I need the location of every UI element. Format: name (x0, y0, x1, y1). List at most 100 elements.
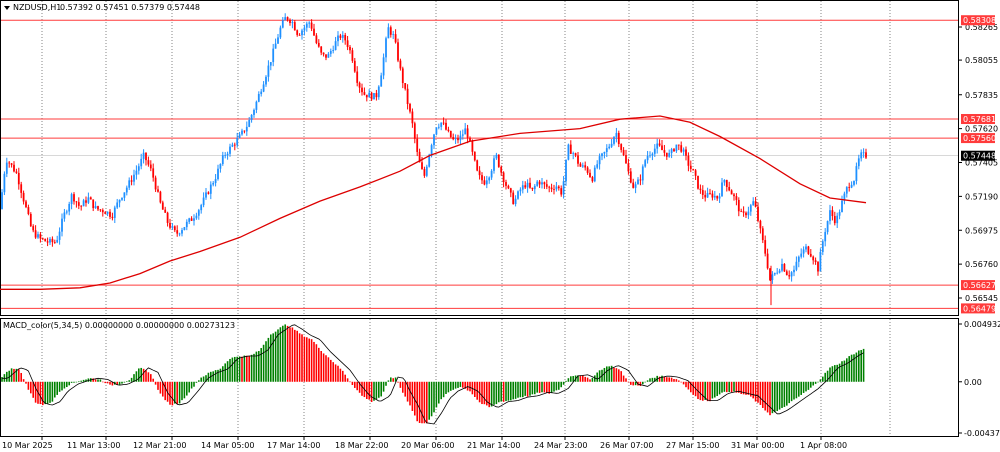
candle-body (231, 144, 234, 147)
candle-body (665, 152, 668, 157)
candle-body (673, 149, 675, 152)
candle-body (829, 210, 831, 222)
candle-body (843, 193, 846, 201)
candle-body (478, 170, 481, 176)
candle-body (368, 92, 371, 98)
macd-bar (788, 381, 790, 404)
macd-bar (138, 368, 140, 382)
macd-bar (409, 381, 411, 406)
candle-body (233, 144, 236, 146)
macd-bar (58, 381, 61, 392)
candle-body (526, 182, 529, 188)
candle-body (495, 154, 498, 159)
candle-body (586, 167, 589, 173)
macd-bar (469, 381, 471, 392)
candle-body (94, 206, 97, 209)
macd-bar (447, 381, 450, 393)
candle-body (329, 51, 332, 54)
macd-bar (78, 381, 80, 383)
candle-body (238, 134, 241, 139)
macd-bar (550, 381, 553, 393)
candle-body (529, 182, 531, 188)
macd-bar (685, 381, 687, 388)
macd-bar (464, 381, 466, 389)
candle-body (598, 156, 601, 165)
candle-body (260, 91, 263, 95)
macd-bar (334, 364, 337, 382)
candle-body (505, 182, 507, 186)
macd-bar (594, 375, 596, 382)
candle-body (337, 35, 339, 42)
macd-bar (711, 381, 714, 399)
candle-body (13, 164, 15, 172)
macd-bar (128, 380, 130, 382)
macd-bar (622, 375, 625, 382)
candle-body (65, 211, 68, 213)
macd-bar (764, 381, 766, 411)
macd-bar (320, 350, 322, 382)
macd-bar (183, 381, 186, 399)
macd-bar (226, 361, 229, 382)
current-price-label: 0.57448 (963, 152, 996, 161)
candle-body (404, 83, 407, 89)
ohlc-readout: 0.57392 0.57451 0.57379 0.57448 (60, 3, 200, 12)
macd-bar (661, 375, 663, 382)
macd-bar (70, 381, 73, 383)
candle-body (358, 82, 361, 88)
candle-body (459, 135, 462, 141)
candle-body (457, 138, 459, 141)
macd-bar (800, 381, 802, 395)
macd-bar (262, 344, 265, 382)
candle-body (605, 148, 608, 152)
candle-body (101, 209, 104, 213)
y-tick-label: 0.56975 (965, 226, 998, 235)
macd-bar (742, 381, 745, 395)
candle-body (75, 201, 78, 203)
candle-body (221, 155, 224, 165)
macd-bar (836, 364, 838, 382)
macd-bar (762, 381, 764, 408)
candle-body (548, 186, 551, 188)
indicator-label: MACD_color(5,34,5) 0.00000000 0.00000000… (3, 321, 235, 330)
candle-body (423, 169, 426, 176)
macd-bar (404, 381, 406, 397)
macd-bar (730, 381, 733, 393)
candle-body (790, 272, 793, 277)
candle-body (236, 138, 239, 146)
macd-bar (217, 369, 219, 382)
macd-bar (769, 381, 771, 416)
macd-bar (382, 381, 385, 392)
macd-bar (668, 377, 670, 382)
dropdown-triangle-icon[interactable] (4, 6, 10, 10)
candle-body (445, 122, 447, 130)
macd-bar (793, 381, 795, 400)
candle-body (593, 167, 596, 182)
macd-bar (536, 381, 538, 393)
macd-bar (579, 375, 582, 382)
x-tick-label: 21 Mar 14:00 (467, 441, 520, 450)
macd-bar (18, 369, 20, 382)
macd-bar (433, 381, 435, 413)
macd-bar (236, 356, 238, 382)
candle-body (706, 192, 709, 198)
candle-body (243, 130, 246, 132)
candle-body (200, 205, 203, 211)
macd-bar (133, 374, 135, 382)
macd-bar (721, 381, 723, 393)
macd-bar (642, 381, 644, 385)
candle-body (766, 253, 769, 269)
candle-body (334, 41, 337, 51)
macd-bar (171, 381, 174, 406)
candle-body (428, 154, 431, 167)
macd-bar (627, 381, 630, 383)
candle-body (262, 84, 265, 92)
candle-body (826, 221, 829, 232)
macd-bar (692, 381, 694, 395)
macd-bar (231, 357, 234, 382)
candle-body (461, 134, 464, 136)
candle-body (27, 207, 30, 214)
candle-body (241, 130, 243, 135)
macd-bar (49, 381, 51, 403)
candle-body (341, 34, 344, 38)
macd-bar (519, 381, 522, 398)
